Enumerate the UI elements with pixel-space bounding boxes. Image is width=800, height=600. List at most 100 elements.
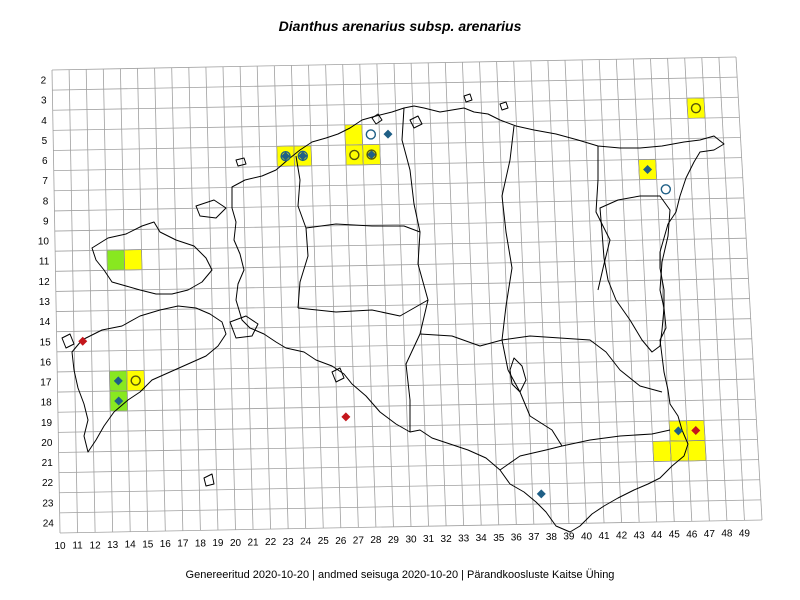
grid-labels-layer: 2345678910111213141516171819202122232410… [38, 76, 751, 552]
hiiumaa-island [91, 221, 213, 295]
column-label: 49 [739, 528, 751, 539]
row-label: 6 [42, 156, 48, 167]
grid-line-vertical [496, 61, 517, 525]
muhu-island [229, 315, 259, 339]
row-label: 20 [41, 438, 53, 449]
grid-line-horizontal [57, 378, 755, 393]
column-label: 15 [142, 539, 154, 550]
grid-line-vertical [427, 62, 447, 526]
kihnu-island [331, 367, 345, 383]
border-6 [595, 146, 611, 291]
vormsi-island [195, 199, 227, 219]
row-label: 14 [39, 317, 51, 328]
grid-line-horizontal [58, 459, 759, 474]
row-label: 11 [39, 257, 50, 268]
border-10 [499, 445, 563, 471]
row-label: 19 [41, 418, 53, 429]
grid-line-vertical [188, 67, 201, 531]
row-label: 15 [40, 337, 52, 348]
grid-line-horizontal [57, 398, 756, 413]
grid-line-vertical [581, 59, 605, 523]
record-circle-marker [690, 102, 702, 114]
mainland-coastline [231, 105, 725, 533]
column-label: 42 [616, 531, 628, 542]
grid-line-vertical [718, 57, 745, 521]
grid-line-vertical [51, 69, 61, 534]
column-label: 25 [318, 536, 330, 547]
grid-line-vertical [120, 68, 131, 532]
column-label: 33 [458, 534, 470, 545]
grid-line-horizontal [54, 197, 744, 212]
grid-line-vertical [513, 61, 535, 525]
row-label: 18 [41, 398, 53, 409]
grid-line-horizontal [54, 177, 743, 192]
column-label: 40 [581, 531, 593, 542]
column-label: 35 [493, 533, 505, 544]
column-label: 10 [54, 541, 66, 552]
row-label: 5 [42, 136, 48, 147]
grid-layer [51, 56, 763, 534]
grid-line-horizontal [52, 76, 738, 91]
record-diamond-marker [383, 129, 393, 139]
grid-line-horizontal [59, 479, 760, 494]
column-label: 21 [247, 537, 259, 548]
occupied-cell [344, 124, 363, 146]
row-label: 17 [40, 378, 52, 389]
column-label: 19 [212, 538, 224, 549]
mohni-island [499, 101, 509, 111]
lake-vortsjarv [509, 357, 527, 393]
column-label: 11 [72, 541, 83, 552]
footer-text: Genereeritud 2020-10-20 | andmed seisuga… [185, 569, 615, 581]
grid-line-vertical [239, 66, 254, 530]
grid-line-horizontal [53, 116, 740, 131]
grid-line-vertical [154, 68, 166, 532]
column-label: 18 [195, 538, 207, 549]
column-label: 41 [598, 531, 610, 542]
grid-line-vertical [85, 69, 96, 533]
grid-line-vertical [684, 57, 710, 521]
column-label: 38 [546, 532, 558, 543]
column-label: 29 [388, 535, 400, 546]
grid-line-horizontal [52, 96, 739, 111]
record-diamond-marker [78, 336, 88, 346]
ruhnu-island [203, 473, 215, 487]
grid-line-vertical [342, 64, 359, 528]
occupied-cell [106, 249, 125, 271]
border-5 [501, 125, 515, 371]
record-diamond-marker [113, 376, 123, 386]
record-diamond-marker [536, 489, 546, 499]
grid-line-vertical [256, 66, 271, 530]
border-9 [561, 429, 671, 447]
record-diamond-marker [643, 165, 653, 175]
grid-line-vertical [650, 58, 675, 522]
column-label: 16 [160, 539, 172, 550]
osmussaar-island [235, 157, 247, 167]
record-circle-marker [660, 184, 672, 195]
grid-line-horizontal [57, 358, 753, 373]
border-3 [305, 223, 421, 233]
grid-line-vertical [564, 60, 587, 524]
grid-line-vertical [633, 58, 658, 522]
grid-line-vertical [444, 62, 465, 526]
markers-layer [78, 102, 702, 499]
row-label: 10 [38, 237, 50, 248]
row-label: 9 [43, 216, 49, 227]
record-diamond-marker [281, 151, 291, 161]
column-label: 39 [563, 532, 575, 543]
grid-line-horizontal [59, 519, 763, 534]
column-label: 34 [476, 533, 488, 544]
grid-line-vertical [735, 56, 763, 521]
row-label: 8 [43, 196, 49, 207]
column-label: 30 [405, 535, 417, 546]
column-label: 24 [300, 536, 312, 547]
column-label: 20 [230, 538, 242, 549]
column-label: 36 [511, 533, 523, 544]
border-7 [419, 333, 663, 393]
record-circle-marker [365, 129, 377, 140]
grid-line-vertical [376, 63, 394, 527]
grid-line-horizontal [51, 56, 737, 71]
grid-line-vertical [615, 59, 640, 523]
record-circle-marker [297, 150, 308, 162]
grid-line-vertical [325, 64, 342, 528]
